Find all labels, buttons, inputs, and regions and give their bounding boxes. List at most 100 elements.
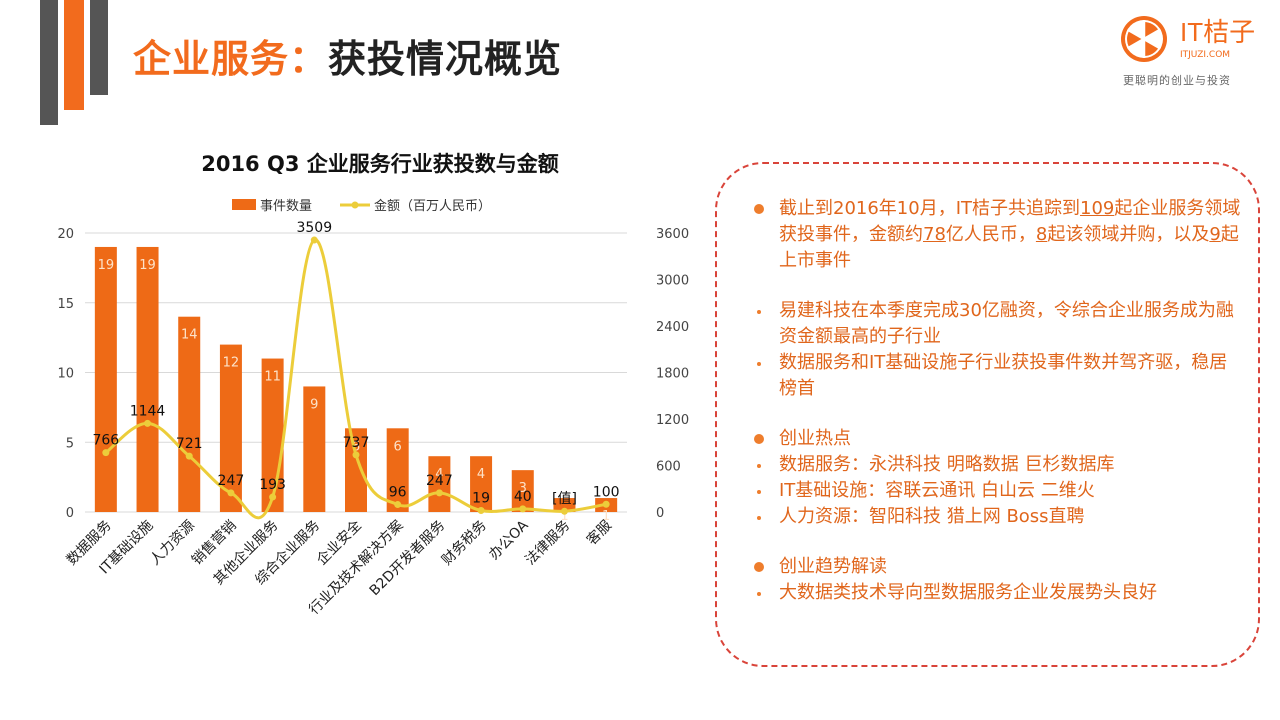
y-right-tick-label: 1200 [656, 413, 689, 428]
hotspot-item: 人力资源：智阳科技 猎上网 Boss直聘 [752, 504, 1242, 530]
chart-title: 2016 Q3 企业服务行业获投数与金额 [201, 152, 559, 176]
line-value-label: 247 [426, 473, 453, 489]
bar-value-label: 14 [181, 328, 198, 343]
line-value-label: 247 [218, 473, 245, 489]
line-point [310, 236, 318, 244]
bar [428, 456, 451, 512]
line-series-path [104, 238, 607, 520]
line-point [477, 507, 485, 515]
bar [303, 386, 326, 512]
note-item: 数据服务和IT基础设施子行业获投事件数并驾齐驱，稳居榜首 [752, 350, 1242, 402]
title-separator: ： [289, 37, 329, 81]
bullet-dot-icon [757, 310, 761, 314]
line-value-label: 1144 [130, 403, 166, 419]
summary-content: 截止到2016年10月，IT桔子共追踪到109起企业服务领域获投事件，金额约78… [752, 196, 1242, 606]
line-point [435, 489, 443, 497]
bar [345, 428, 367, 512]
line-value-label: 766 [92, 433, 119, 449]
legend-line-marker [351, 201, 359, 209]
combo-chart: 0 5 10 15 20 0 600 1200 1800 2400 3000 3600 事件数量 金额（百… [57, 198, 689, 618]
hotspot-item: IT基础设施：容联云通讯 白山云 二维火 [752, 478, 1242, 504]
line-point [269, 493, 277, 501]
trends-heading: 创业趋势解读 [752, 554, 1242, 580]
amount-value: 78 [923, 224, 946, 245]
line-point [560, 507, 568, 515]
line-point [602, 500, 610, 508]
bar-value-label: 9 [310, 397, 318, 412]
bar-value-label: 19 [139, 258, 156, 273]
y-right-tick-label: 600 [656, 460, 681, 475]
bar [219, 344, 242, 512]
bar [178, 316, 201, 512]
x-category-label: B2D开发者服务 [367, 518, 449, 600]
events-count: 109 [1080, 198, 1115, 219]
hotspots-heading: 创业热点 [752, 426, 1242, 452]
bar-value-label: 3 [519, 481, 527, 496]
y-left-tick-label: 20 [57, 227, 74, 242]
line-value-label: 96 [389, 485, 407, 501]
x-category-label: 法律服务 [522, 518, 573, 569]
logo-domain: ITJUZI.COM [1180, 50, 1231, 60]
title-category: 企业服务 [133, 37, 290, 81]
line-point [185, 452, 193, 460]
line-point [352, 451, 360, 459]
x-category-label: 财务税务 [439, 518, 490, 569]
x-category-label: 人力资源 [147, 518, 198, 569]
summary-bullet: 截止到2016年10月，IT桔子共追踪到109起企业服务领域获投事件，金额约78… [752, 196, 1242, 274]
line-value-label: 193 [259, 477, 286, 493]
legend-bar-swatch [232, 199, 256, 210]
bar-value-label: 1 [560, 509, 568, 524]
bullet-dot-icon [757, 490, 761, 494]
bar [386, 428, 409, 512]
note-item: 易建科技在本季度完成30亿融资，令综合企业服务成为融资金额最高的子行业 [752, 298, 1242, 350]
hotspot-item: 数据服务：永洪科技 明略数据 巨杉数据库 [752, 452, 1242, 478]
bullet-dot-icon [757, 516, 761, 520]
bar-value-label: 12 [223, 356, 240, 371]
logo-slogan: 更聪明的创业与投资 [1123, 74, 1231, 87]
bar-value-label: 4 [435, 467, 443, 482]
header-bar-gray-right [90, 0, 108, 95]
y-left-tick-label: 0 [66, 506, 74, 521]
bullet-dot-icon [754, 434, 764, 444]
line-point [144, 419, 152, 427]
line-point [519, 505, 527, 513]
legend-bar-label: 事件数量 [260, 199, 312, 214]
bar-value-label: 6 [352, 439, 360, 454]
y-right-tick-label: 3600 [656, 227, 689, 242]
page-title: 企业服务：获投情况概览 [133, 28, 562, 83]
bullet-dot-icon [757, 592, 761, 596]
bar-value-label: 1 [602, 509, 610, 524]
title-topic: 获投情况概览 [328, 37, 563, 81]
y-left-tick-label: 5 [66, 436, 74, 451]
header-bar-gray-left [40, 0, 58, 125]
bullet-dot-icon [757, 464, 761, 468]
bar-value-label: 11 [264, 370, 281, 385]
y-left-tick-label: 10 [57, 367, 74, 382]
bar-value-label: 19 [98, 258, 115, 273]
line-value-label: 19 [472, 491, 490, 507]
y-left-tick-label: 15 [57, 297, 74, 312]
bar [511, 470, 534, 512]
trend-item: 大数据类技术导向型数据服务企业发展势头良好 [752, 580, 1242, 606]
ipo-count: 9 [1209, 224, 1221, 245]
bullet-dot-icon [757, 362, 761, 366]
bullet-dot-icon [754, 204, 764, 214]
line-value-label: 737 [343, 435, 370, 451]
line-point [394, 501, 402, 509]
y-right-tick-label: 0 [656, 506, 664, 521]
line-value-label: 721 [176, 436, 203, 452]
bar [470, 456, 493, 512]
bar-value-label: 4 [477, 467, 485, 482]
bar [136, 246, 159, 512]
line-value-label: [值] [552, 491, 577, 507]
summary-panel [715, 162, 1260, 667]
bullet-dot-icon [754, 562, 764, 572]
orange-slice-logo-icon [1121, 16, 1167, 62]
line-value-label: 100 [593, 484, 620, 500]
y-right-tick-label: 3000 [656, 274, 689, 289]
legend-line-label: 金额（百万人民币） [374, 198, 491, 214]
line-value-label: 40 [514, 489, 532, 505]
y-right-tick-label: 2400 [656, 320, 689, 335]
ma-count: 8 [1035, 224, 1048, 245]
y-right-tick-label: 1800 [656, 367, 689, 382]
